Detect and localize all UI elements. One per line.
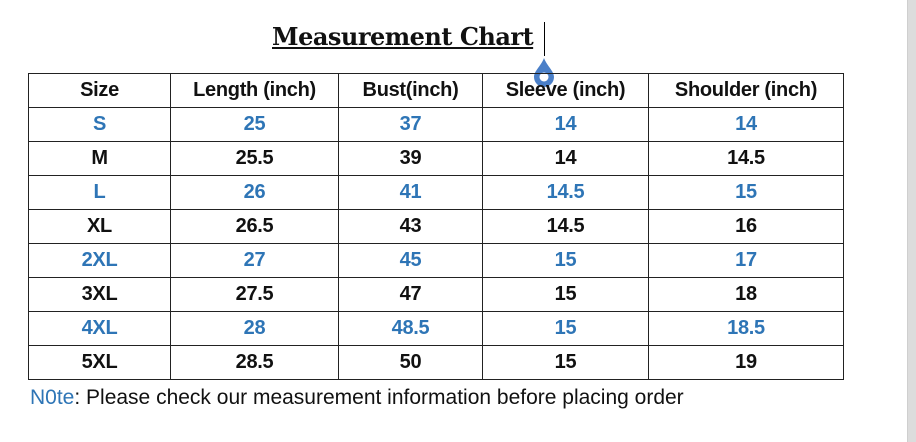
table-row: 3XL 27.5 47 15 18 [28,277,844,312]
table-cell: 14 [482,107,649,142]
table-row: 5XL 28.5 50 15 19 [28,345,844,380]
note-text: N0te: Please check our measurement infor… [30,380,790,416]
note-body: : Please check our measurement informati… [74,386,684,409]
table-cell: 28.5 [170,345,339,380]
table-cell: 19 [648,345,844,380]
table-cell: 15 [482,311,649,346]
table-cell: 26.5 [170,209,339,244]
table-cell: 16 [648,209,844,244]
table-cell: 15 [482,345,649,380]
table-cell: 39 [338,141,483,176]
column-header: Bust(inch) [338,73,483,108]
page-title: Measurement Chart [272,22,534,51]
column-header: Sleeve (inch) [482,73,649,108]
table-cell: 27 [170,243,339,278]
table-cell: 47 [338,277,483,312]
table-row: S 25 37 14 14 [28,107,844,142]
table-cell: XL [28,209,171,244]
table-cell: 43 [338,209,483,244]
table-cell: 18 [648,277,844,312]
table-cell: 14.5 [482,209,649,244]
table-cell: 3XL [28,277,171,312]
table-row: 4XL 28 48.5 15 18.5 [28,311,844,346]
table-cell: M [28,141,171,176]
column-header: Size [28,73,171,108]
note-label: N0te [30,386,75,409]
column-header: Length (inch) [170,73,339,108]
table-row: M 25.5 39 14 14.5 [28,141,844,176]
table-cell: 41 [338,175,483,210]
column-header: Shoulder (inch) [648,73,844,108]
vertical-scrollbar[interactable] [907,0,916,442]
table-cell: 28 [170,311,339,346]
measurement-table: Size Length (inch) Bust(inch) Sleeve (inch)… [28,73,844,380]
text-cursor [544,22,545,56]
table-header-row: Size Length (inch) Bust(inch) Sleeve (inch)… [28,73,844,108]
table-row: XL 26.5 43 14.5 16 [28,209,844,244]
table-cell: 48.5 [338,311,483,346]
table-row: 2XL 27 45 15 17 [28,243,844,278]
table-cell: 27.5 [170,277,339,312]
table-cell: 25.5 [170,141,339,176]
table-cell: 15 [482,243,649,278]
table-cell: 45 [338,243,483,278]
table-cell: 4XL [28,311,171,346]
table-cell: 15 [482,277,649,312]
table-cell: 18.5 [648,311,844,346]
table-cell: 26 [170,175,339,210]
table-cell: 14.5 [648,141,844,176]
table-cell: 14 [648,107,844,142]
table-cell: 50 [338,345,483,380]
table-cell: 14 [482,141,649,176]
table-cell: 17 [648,243,844,278]
table-cell: 2XL [28,243,171,278]
table-cell: 14.5 [482,175,649,210]
table-cell: L [28,175,171,210]
table-cell: 5XL [28,345,171,380]
table-cell: 37 [338,107,483,142]
table-cell: S [28,107,171,142]
table-cell: 15 [648,175,844,210]
table-cell: 25 [170,107,339,142]
table-row: L 26 41 14.5 15 [28,175,844,210]
